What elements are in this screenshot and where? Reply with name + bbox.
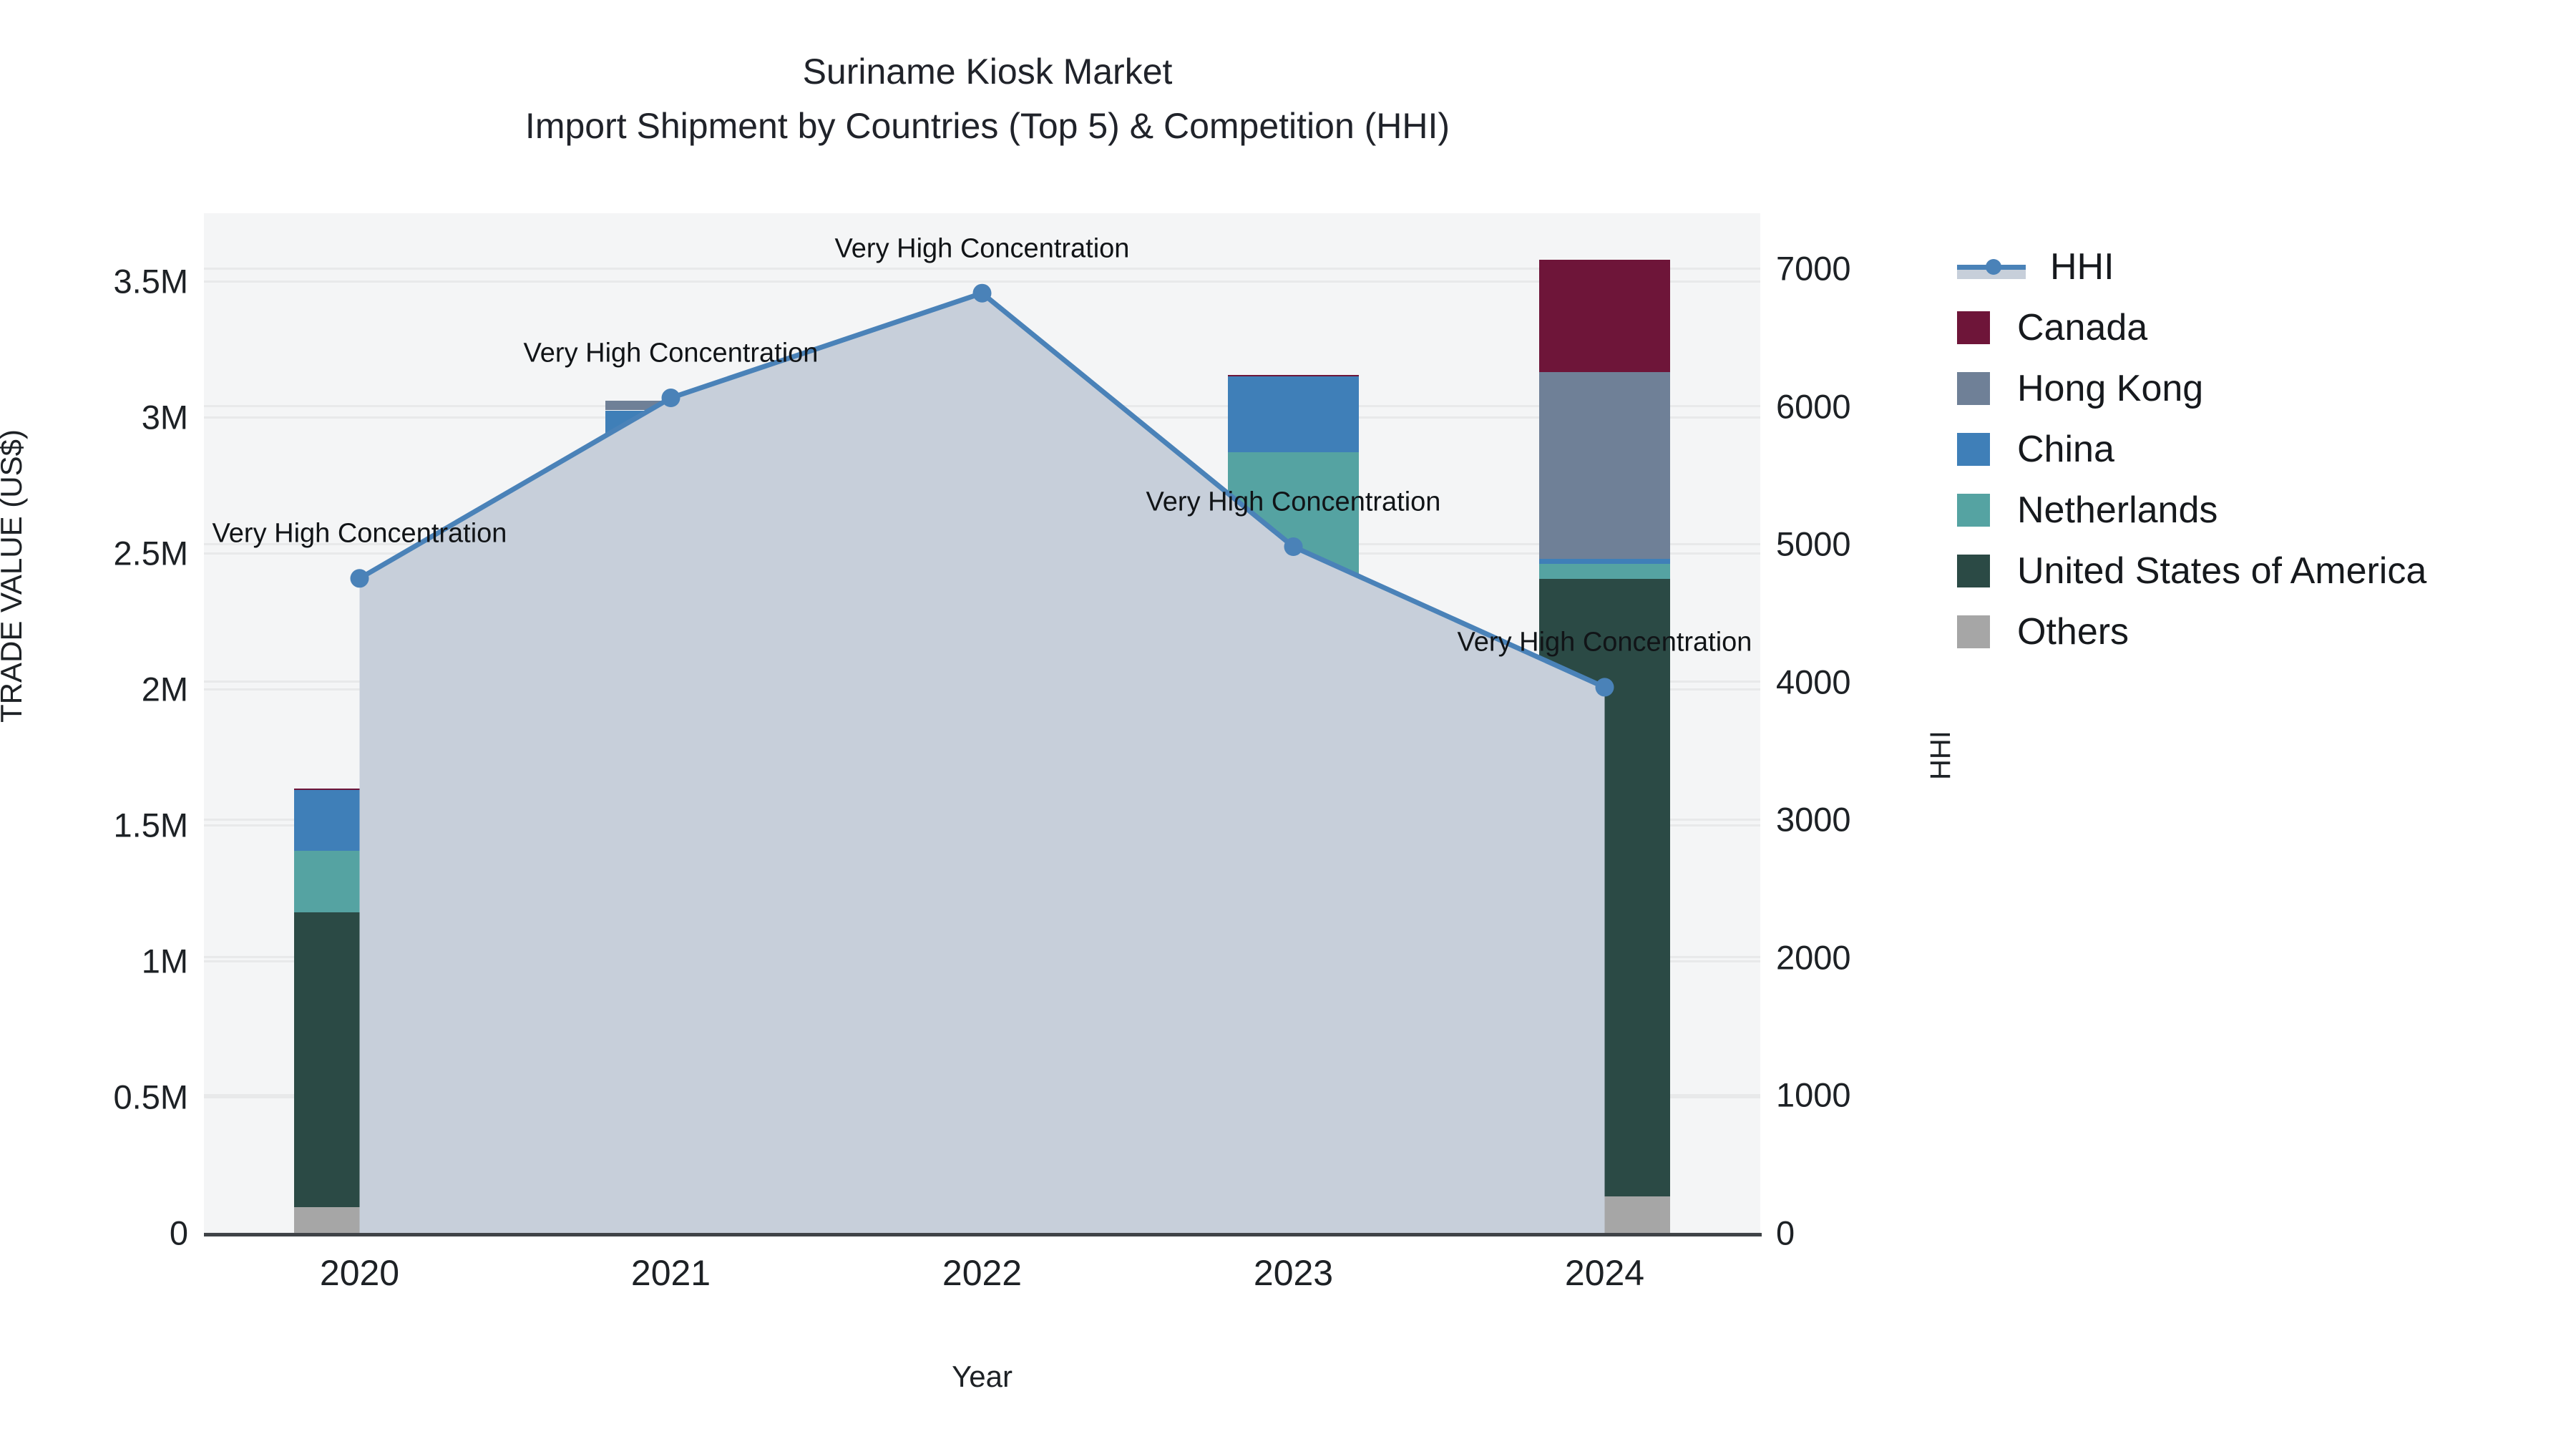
annotation-label: Very High Concentration [834,233,1130,264]
plot-area [204,213,1760,1234]
annotation-label: Very High Concentration [1457,627,1752,658]
annotation-label: Very High Concentration [1146,487,1441,517]
legend-swatch-icon [1957,371,1990,405]
bar-segment[interactable] [294,1206,425,1233]
bar-segment[interactable] [1228,452,1359,604]
x-axis-tick-label: 2023 [1253,1253,1334,1293]
x-axis-tick-label: 2020 [319,1253,400,1293]
legend-item-label: Netherlands [2017,489,2218,531]
y-axis-right-tick-label: 7000 [1776,249,1851,288]
y-axis-left-tick-label: 2.5M [113,534,189,572]
legend-item-label: China [2017,428,2114,470]
chart-title-line-1: Suriname Kiosk Market [802,52,1173,92]
y-axis-right-tick-label: 3000 [1776,800,1851,839]
y-axis-left-tick-label: 3M [141,398,188,436]
bar-segment[interactable] [1228,603,1359,1183]
legend-item-label: United States of America [2017,550,2427,592]
chart-title-line-2: Import Shipment by Countries (Top 5) & C… [525,106,1450,146]
y-axis-right-tick-label: 5000 [1776,525,1851,563]
bar-segment[interactable] [917,357,1048,364]
gridline [204,280,1760,283]
bar-segment[interactable] [917,364,1048,488]
legend-swatch-icon [1957,432,1990,466]
y-axis-right-tick-label: 1000 [1776,1075,1851,1114]
x-axis-tick-label: 2024 [1564,1253,1645,1293]
bar-segment[interactable] [605,567,736,1199]
legend-item-hhi[interactable]: HHI [1957,236,2572,297]
bar-segment[interactable] [605,401,736,411]
y-axis-left-title: TRADE VALUE (US$) [0,429,28,723]
legend-swatch-icon [1957,311,1990,344]
bar-segment[interactable] [1228,1182,1359,1233]
bar-segment[interactable] [294,789,425,852]
x-axis-title: Year [952,1360,1013,1393]
legend-item-united-states-of-america[interactable]: United States of America [1957,540,2572,601]
bar-segment[interactable] [605,1199,736,1233]
legend-item-canada[interactable]: Canada [1957,297,2572,358]
gridline [204,267,1760,270]
y-axis-left-tick-label: 1.5M [113,806,189,844]
hhi-data-point[interactable] [350,569,369,588]
bar-segment[interactable] [294,912,425,1207]
y-axis-right-tick-label: 2000 [1776,938,1851,977]
chart-title: Suriname Kiosk Market Import Shipment by… [0,54,1975,144]
legend-item-china[interactable]: China [1957,419,2572,479]
bar-segment[interactable] [294,851,425,912]
y-axis-right-tick-label: 0 [1776,1214,1795,1252]
annotation-label: Very High Concentration [523,338,819,369]
bar-segment[interactable] [294,788,425,790]
bar-segment[interactable] [1228,376,1359,453]
legend-line-marker-icon [1957,250,2026,283]
legend-item-hong-kong[interactable]: Hong Kong [1957,358,2572,419]
bar-segment[interactable] [1539,372,1670,559]
annotation-label: Very High Concentration [212,518,507,549]
y-axis-right-tick-label: 6000 [1776,387,1851,426]
bar-segment[interactable] [1539,558,1670,565]
x-axis-tick-label: 2021 [630,1253,711,1293]
legend-item-label: HHI [2050,245,2114,288]
bar-segment[interactable] [1228,375,1359,377]
chart-legend: HHI Canada Hong Kong China Netherlands United… [1957,236,2572,662]
y-axis-left-tick-label: 0.5M [113,1078,189,1116]
y-axis-left-tick-label: 1M [141,942,188,980]
bar-segment[interactable] [917,1204,1048,1233]
bar-segment[interactable] [605,410,736,556]
x-axis-line [204,1233,1762,1236]
legend-swatch-icon [1957,554,1990,587]
legend-item-others[interactable]: Others [1957,601,2572,662]
bar-segment[interactable] [1539,1196,1670,1233]
bar-segment[interactable] [1539,564,1670,580]
legend-item-netherlands[interactable]: Netherlands [1957,479,2572,540]
bar-segment[interactable] [605,555,736,567]
hhi-data-point[interactable] [972,283,992,303]
y-axis-right-title: HHI [1925,731,1956,780]
bar-segment[interactable] [917,487,1048,1205]
x-axis-tick-label: 2022 [942,1253,1023,1293]
legend-swatch-icon [1957,493,1990,527]
bar-segment[interactable] [1539,579,1670,1196]
y-axis-left-tick-label: 3.5M [113,262,189,301]
bar-segment[interactable] [917,353,1048,358]
y-axis-left-tick-label: 0 [169,1214,188,1252]
legend-item-label: Hong Kong [2017,367,2204,409]
legend-item-label: Canada [2017,306,2148,348]
legend-item-label: Others [2017,610,2129,653]
legend-swatch-icon [1957,615,1990,648]
y-axis-right-tick-label: 4000 [1776,663,1851,701]
y-axis-left-tick-label: 2M [141,670,188,708]
bar-segment[interactable] [1539,259,1670,373]
